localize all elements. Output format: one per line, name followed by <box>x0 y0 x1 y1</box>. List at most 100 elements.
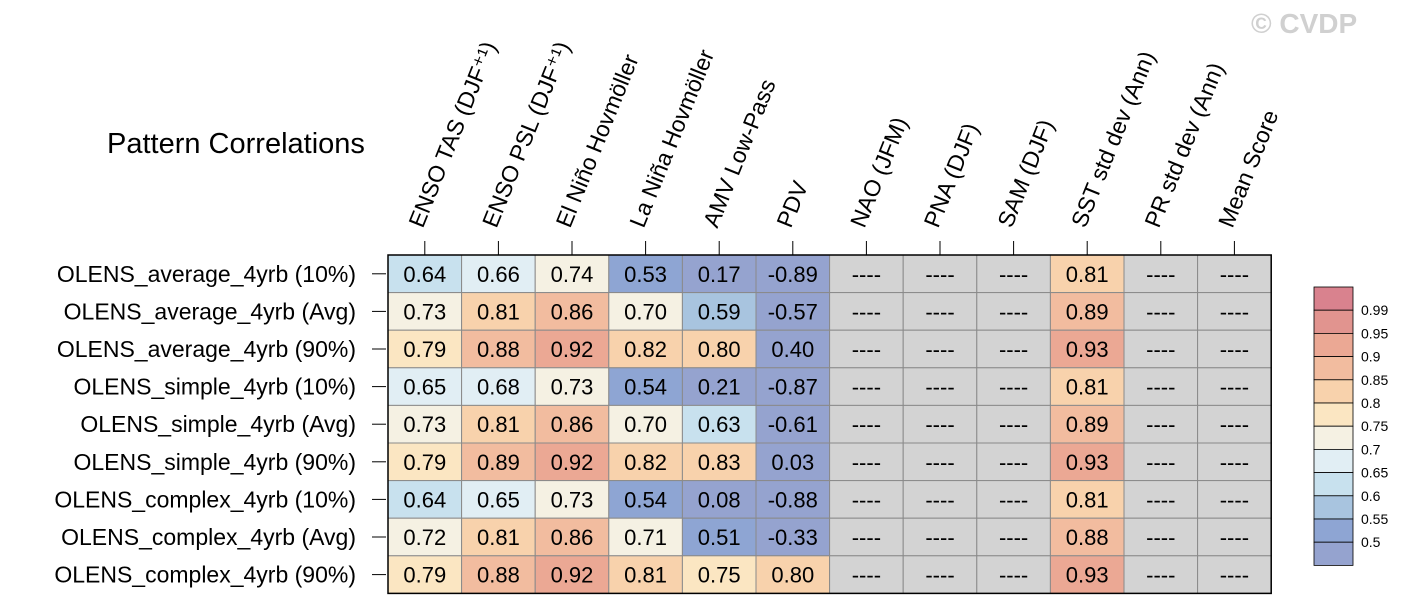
cell-value: 0.82 <box>624 450 667 475</box>
heatmap-cell <box>1049 292 1125 331</box>
heatmap-cell <box>387 367 463 406</box>
heatmap-cell <box>1197 367 1272 406</box>
cell-value: ---- <box>1220 487 1249 512</box>
colorbar-label: 0.75 <box>1361 418 1388 434</box>
heatmap-cell <box>755 404 831 444</box>
cell-value: 0.80 <box>698 337 741 362</box>
cell-value: 0.40 <box>771 337 814 362</box>
cell-value: 0.53 <box>624 262 667 287</box>
cell-value: 0.81 <box>1066 262 1109 287</box>
column-label: PNA (DJF) <box>919 119 984 231</box>
row-label: OLENS_simple_4yrb (90%) <box>73 449 356 475</box>
heatmap-cell <box>829 367 904 406</box>
cell-value: 0.73 <box>403 299 446 324</box>
cell-value: ---- <box>1220 450 1249 475</box>
heatmap-cell <box>755 480 831 519</box>
cell-value: 0.08 <box>698 487 741 512</box>
cell-value: ---- <box>1146 487 1175 512</box>
heatmap-cell <box>902 442 978 482</box>
cell-value: ---- <box>999 563 1028 588</box>
cell-value: -0.89 <box>768 262 818 287</box>
heatmap-cell <box>829 517 904 557</box>
cell-value: ---- <box>925 412 954 437</box>
cell-value: ---- <box>925 337 954 362</box>
cell-value: ---- <box>852 337 881 362</box>
cell-value: ---- <box>1146 299 1175 324</box>
cell-value: ---- <box>925 299 954 324</box>
colorbar-label: 0.8 <box>1361 395 1381 411</box>
colorbar-swatch <box>1313 472 1354 497</box>
column-label: AMV Low-Pass <box>698 75 781 231</box>
heatmap-cell <box>461 555 536 594</box>
row-label: OLENS_complex_4yrb (Avg) <box>61 524 356 550</box>
column-label: PDV <box>771 177 813 231</box>
heatmap-cell <box>1049 254 1125 294</box>
colorbar-swatch <box>1313 356 1354 381</box>
colorbar-label: 0.9 <box>1361 349 1381 365</box>
cell-value: 0.93 <box>1066 563 1109 588</box>
cell-value: ---- <box>852 563 881 588</box>
column-label: NAO (JFM) <box>845 113 913 231</box>
colorbar-swatch <box>1313 332 1354 357</box>
cell-value: 0.51 <box>698 525 741 550</box>
heatmap-cell <box>1197 442 1272 482</box>
heatmap-cell <box>976 254 1051 294</box>
cell-value: 0.72 <box>403 525 446 550</box>
cell-value: ---- <box>999 450 1028 475</box>
colorbar-label: 0.95 <box>1361 325 1388 341</box>
cell-value: ---- <box>1220 337 1249 362</box>
cell-value: ---- <box>925 375 954 400</box>
cell-value: 0.79 <box>403 450 446 475</box>
cell-value: 0.64 <box>403 262 446 287</box>
heatmap-cell <box>1197 517 1272 557</box>
heatmap-cell <box>681 404 757 444</box>
heatmap-cell <box>755 555 831 594</box>
cell-value: 0.81 <box>477 412 520 437</box>
colorbar: 0.99 0.95 0.9 0.85 0.8 0.75 0.7 0.65 0.6 0.55 0.5 <box>1313 286 1388 566</box>
cell-value: 0.80 <box>771 563 814 588</box>
cell-value: ---- <box>1146 563 1175 588</box>
colorbar-swatch <box>1313 379 1354 404</box>
heatmap-cell <box>681 480 757 519</box>
heatmap-cell <box>681 292 757 331</box>
cell-value: 0.70 <box>624 412 667 437</box>
row-label: OLENS_complex_4yrb (10%) <box>54 486 356 512</box>
cell-value: 0.83 <box>698 450 741 475</box>
heatmap-cell <box>681 442 757 482</box>
heatmap-cell <box>1197 292 1272 331</box>
column-label: SAM (DJF) <box>992 116 1059 231</box>
cell-value: ---- <box>999 487 1028 512</box>
cell-value: ---- <box>1220 525 1249 550</box>
column-label: Mean Score <box>1213 106 1284 231</box>
cell-value: 0.74 <box>551 262 594 287</box>
cell-value: -0.33 <box>768 525 818 550</box>
cell-value: ---- <box>852 450 881 475</box>
cell-value: 0.71 <box>624 525 667 550</box>
cell-value: 0.79 <box>403 563 446 588</box>
cell-value: 0.92 <box>551 337 594 362</box>
cell-value: 0.81 <box>477 299 520 324</box>
cell-value: 0.54 <box>624 487 667 512</box>
row-label: OLENS_average_4yrb (90%) <box>57 336 356 362</box>
heatmap-cell <box>461 404 536 444</box>
cell-value: 0.03 <box>771 450 814 475</box>
watermark: © CVDP <box>1251 8 1357 39</box>
row-label: OLENS_average_4yrb (10%) <box>57 261 356 287</box>
cell-value: 0.89 <box>1066 299 1109 324</box>
heatmap-cell <box>681 254 757 294</box>
cell-value: 0.73 <box>403 412 446 437</box>
heatmap-cell <box>1197 480 1272 519</box>
cell-value: 0.89 <box>477 450 520 475</box>
heatmap-cell <box>755 517 831 557</box>
cell-value: ---- <box>852 412 881 437</box>
heatmap-cell <box>534 517 610 557</box>
heatmap-cell <box>1197 404 1272 444</box>
cell-value: 0.82 <box>624 337 667 362</box>
heatmap-cell <box>755 329 831 369</box>
cell-value: ---- <box>999 262 1028 287</box>
colorbar-label: 0.7 <box>1361 441 1381 457</box>
colorbar-label: 0.6 <box>1361 488 1381 504</box>
colorbar-swatch <box>1313 286 1354 311</box>
cell-value: 0.86 <box>551 525 594 550</box>
